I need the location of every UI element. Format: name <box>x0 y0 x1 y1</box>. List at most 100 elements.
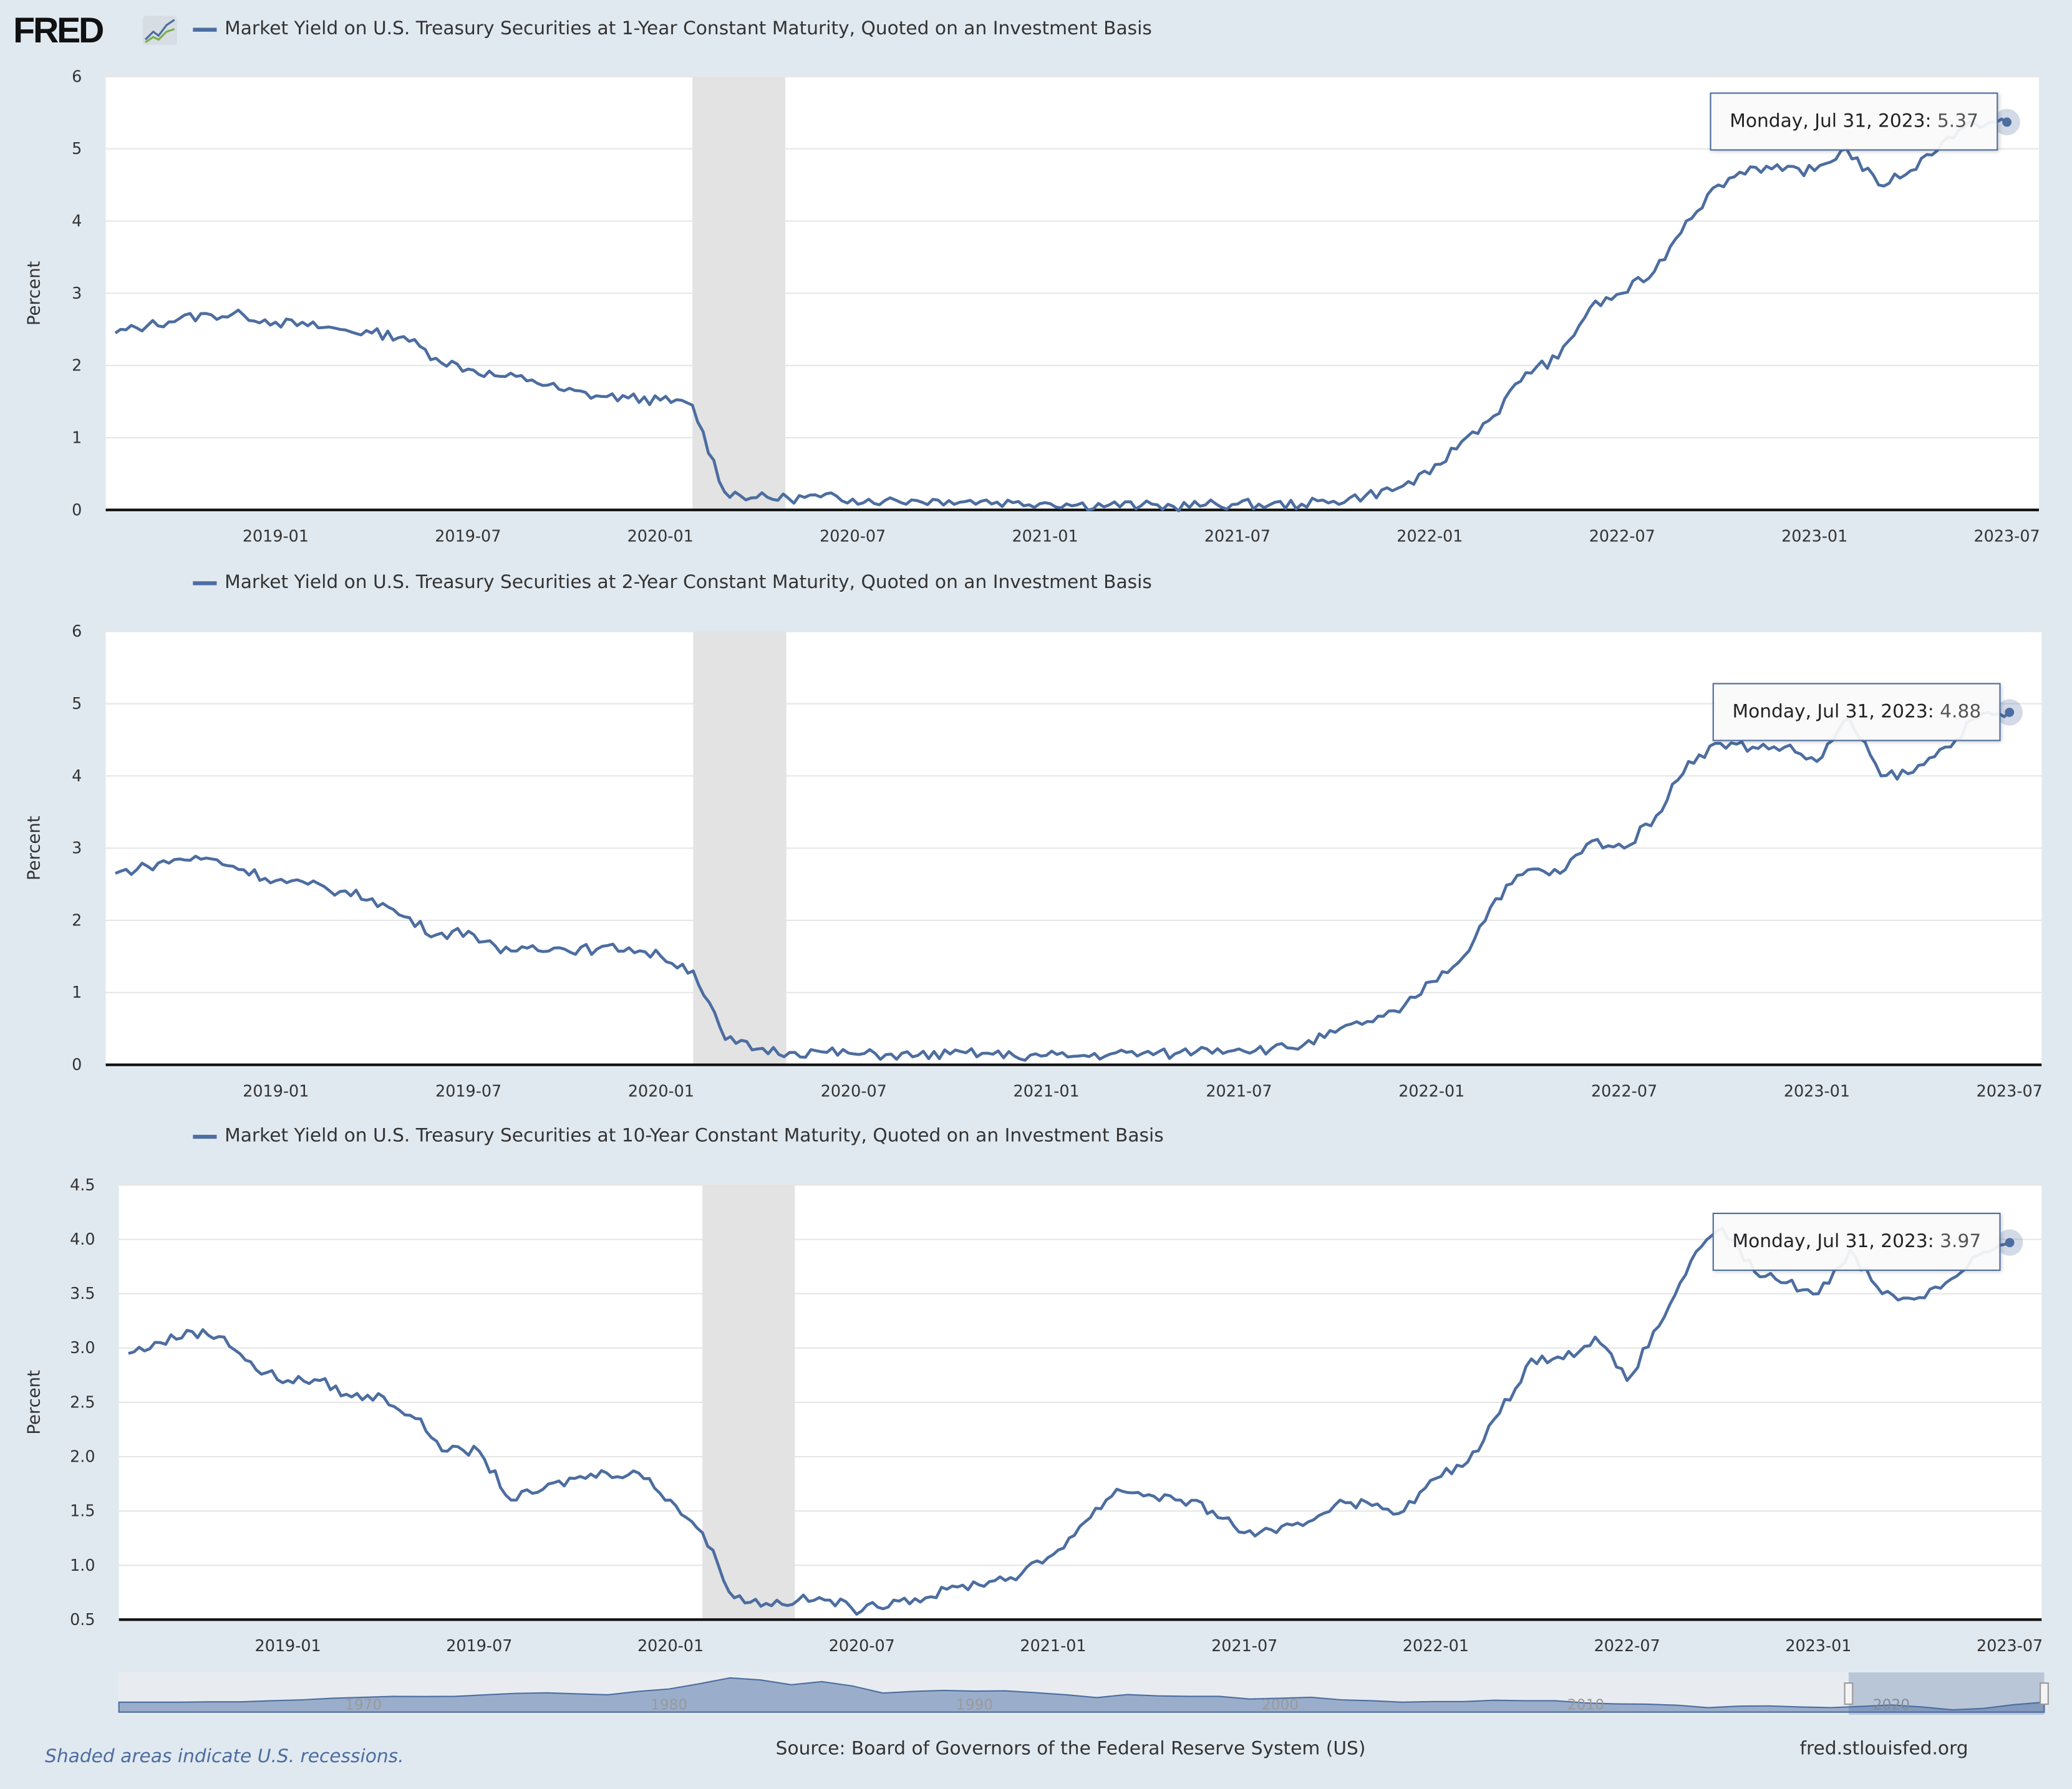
x-tick-label: 2022-01 <box>1398 1081 1464 1100</box>
y-tick-label: 1.5 <box>70 1502 95 1520</box>
y-tick-label: 1 <box>72 428 82 446</box>
tooltip-value: 4.88 <box>1940 701 1982 723</box>
tooltip-10y: Monday, Jul 31, 2023: 3.97 <box>1712 1212 2001 1271</box>
x-tick-label: 2023-01 <box>1784 1081 1850 1100</box>
x-tick-label: 2019-01 <box>243 1081 309 1100</box>
y-tick-label: 3.5 <box>70 1284 95 1303</box>
navigator-handle[interactable] <box>1844 1682 1854 1705</box>
y-axis-label: Percent <box>24 816 44 880</box>
y-tick-label: 5 <box>72 694 82 713</box>
y-tick-label: 2.0 <box>70 1447 95 1465</box>
x-tick-label: 2019-01 <box>243 527 309 546</box>
recession-shade <box>692 76 786 510</box>
x-tick-label: 2019-01 <box>255 1636 321 1655</box>
x-tick-label: 2019-07 <box>446 1636 512 1655</box>
navigator-selected-range <box>1848 1672 2045 1715</box>
tooltip-value: 3.97 <box>1940 1231 1982 1253</box>
legend-label: Market Yield on U.S. Treasury Securities… <box>225 572 1152 594</box>
x-tick-label: 2020-07 <box>821 1081 887 1100</box>
navigator-label: 1970 <box>345 1696 382 1713</box>
hover-point <box>2005 1238 2015 1248</box>
range-navigator[interactable]: 1970 1980 1990 2000 2010 2020 <box>0 0 2072 1730</box>
x-tick-label: 2021-07 <box>1204 527 1271 546</box>
x-tick-label: 2023-07 <box>1977 1636 2043 1655</box>
y-tick-label: 1.0 <box>70 1556 95 1574</box>
x-tick-label: 2022-07 <box>1591 1081 1657 1100</box>
y-axis-label: Percent <box>24 261 44 325</box>
series-line <box>114 117 2008 513</box>
x-tick-label: 2020-01 <box>637 1636 704 1655</box>
y-tick-label: 4 <box>72 211 82 230</box>
legend-swatch <box>193 1134 217 1139</box>
x-tick-label: 2023-07 <box>1977 1081 2043 1100</box>
tooltip-date: Monday, Jul 31, 2023: <box>1732 701 1934 723</box>
y-tick-label: 4.0 <box>70 1230 95 1248</box>
y-tick-label: 0 <box>72 1055 82 1074</box>
legend-swatch <box>193 581 217 585</box>
y-tick-label: 4 <box>72 766 82 785</box>
y-tick-label: 3 <box>72 284 82 302</box>
hover-point <box>2005 707 2015 717</box>
legend-10y[interactable]: Market Yield on U.S. Treasury Securities… <box>193 1126 1164 1147</box>
legend-swatch <box>193 27 217 31</box>
x-tick-label: 2019-07 <box>435 1081 501 1100</box>
x-tick-label: 2021-01 <box>1014 1081 1080 1100</box>
navigator-label: 2010 <box>1567 1696 1604 1713</box>
x-tick-label: 2020-07 <box>820 527 886 546</box>
x-tick-label: 2022-07 <box>1589 527 1655 546</box>
x-tick-label: 2020-01 <box>627 527 694 546</box>
y-tick-label: 6 <box>72 622 82 640</box>
x-tick-label: 2023-07 <box>1974 527 2040 546</box>
y-tick-label: 0.5 <box>70 1610 95 1629</box>
navigator-label: 1980 <box>651 1696 687 1713</box>
x-tick-label: 2020-01 <box>628 1081 694 1100</box>
recession-note: Shaded areas indicate U.S. recessions. <box>45 1746 404 1768</box>
x-tick-label: 2021-01 <box>1020 1636 1086 1655</box>
series-line <box>115 710 2011 1062</box>
tooltip-value: 5.37 <box>1937 110 1978 132</box>
x-tick-label: 2022-01 <box>1397 527 1463 546</box>
navigator-handle[interactable] <box>2040 1682 2049 1705</box>
fred-chart-icon <box>142 16 177 46</box>
x-tick-label: 2021-07 <box>1211 1636 1277 1655</box>
recession-shade <box>702 1185 795 1620</box>
x-tick-label: 2021-07 <box>1206 1081 1272 1100</box>
legend-1y[interactable]: Market Yield on U.S. Treasury Securities… <box>193 19 1152 40</box>
x-tick-label: 2023-01 <box>1785 1636 1851 1655</box>
y-tick-label: 4.5 <box>70 1175 95 1194</box>
y-tick-label: 3.0 <box>70 1338 95 1357</box>
navigator-series <box>118 1677 2045 1713</box>
site-link[interactable]: fred.stlouisfed.org <box>1799 1738 1968 1760</box>
fred-logo[interactable]: FRED <box>13 10 104 51</box>
x-tick-label: 2022-07 <box>1594 1636 1660 1655</box>
x-tick-label: 2021-01 <box>1012 527 1078 546</box>
legend-label: Market Yield on U.S. Treasury Securities… <box>225 1126 1164 1147</box>
y-tick-label: 3 <box>72 839 82 857</box>
navigator-label: 1990 <box>956 1696 993 1713</box>
tooltip-1y: Monday, Jul 31, 2023: 5.37 <box>1710 92 1998 151</box>
y-tick-label: 6 <box>72 67 82 85</box>
navigator-label: 2000 <box>1262 1696 1299 1713</box>
tooltip-date: Monday, Jul 31, 2023: <box>1730 110 1932 132</box>
source-text: Source: Board of Governors of the Federa… <box>775 1738 1366 1760</box>
x-tick-label: 2022-01 <box>1403 1636 1469 1655</box>
y-tick-label: 0 <box>72 500 82 519</box>
y-tick-label: 2 <box>72 356 82 375</box>
hover-point <box>2002 117 2012 127</box>
legend-label: Market Yield on U.S. Treasury Securities… <box>225 18 1152 40</box>
legend-2y[interactable]: Market Yield on U.S. Treasury Securities… <box>193 572 1152 593</box>
x-tick-label: 2019-07 <box>435 527 501 546</box>
x-tick-label: 2023-01 <box>1781 527 1847 546</box>
y-tick-label: 1 <box>72 983 82 1001</box>
y-tick-label: 5 <box>72 139 82 158</box>
tooltip-2y: Monday, Jul 31, 2023: 4.88 <box>1712 683 2001 741</box>
tooltip-date: Monday, Jul 31, 2023: <box>1732 1231 1934 1253</box>
x-tick-label: 2020-07 <box>829 1636 895 1655</box>
recession-shade <box>693 631 787 1065</box>
y-tick-label: 2.5 <box>70 1392 95 1411</box>
y-axis-label: Percent <box>24 1370 44 1435</box>
navigator-label: 2020 <box>1873 1696 1910 1713</box>
y-tick-label: 2 <box>72 910 82 929</box>
series-line <box>128 1227 2010 1616</box>
